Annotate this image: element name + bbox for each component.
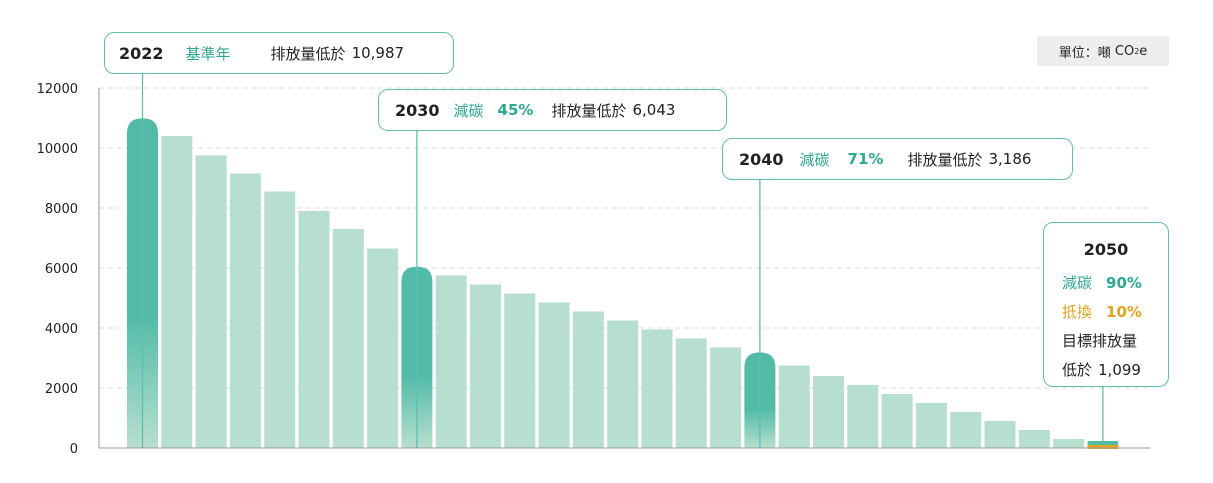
callout-target-line1: 目標排放量 bbox=[1062, 332, 1138, 350]
y-tick-label: 12000 bbox=[37, 82, 78, 97]
callout-text: 排放量低於 bbox=[270, 44, 346, 63]
callout-2022: 2022 基準年 排放量低於 10,987 bbox=[104, 32, 454, 74]
bar-2043 bbox=[847, 385, 879, 448]
bar-2025 bbox=[229, 173, 261, 448]
bar-2044 bbox=[881, 394, 913, 448]
y-axis-ticks: 0 2000 4000 6000 8000 10000 12000 bbox=[37, 82, 78, 457]
bar-2050-reduce bbox=[1087, 441, 1119, 445]
bar-2027 bbox=[298, 211, 330, 448]
bars bbox=[127, 118, 1119, 449]
bar-2048 bbox=[1018, 430, 1050, 448]
callout-target-line2: 低於 bbox=[1062, 361, 1093, 379]
y-tick-label: 10000 bbox=[37, 142, 78, 157]
bar-2024 bbox=[195, 155, 227, 448]
bar-2036 bbox=[607, 320, 639, 448]
callout-reduce-pct: 71% bbox=[847, 150, 884, 168]
callout-reduce-pct: 45% bbox=[497, 101, 534, 119]
y-tick-label: 8000 bbox=[45, 202, 78, 217]
bar-2033 bbox=[504, 293, 536, 448]
callout-value: 3,186 bbox=[988, 150, 1032, 168]
bar-2028 bbox=[332, 229, 364, 448]
callout-reduce-pct: 90% bbox=[1106, 273, 1142, 292]
callout-baseline-tag: 基準年 bbox=[185, 44, 231, 63]
bar-2038 bbox=[675, 338, 707, 448]
callout-2050: 2050 減碳 90% 抵換 10% 目標排放量 低於 1,099 bbox=[1043, 222, 1169, 387]
bar-2037 bbox=[641, 329, 673, 448]
y-tick-label: 4000 bbox=[45, 322, 78, 337]
bar-2032 bbox=[470, 284, 501, 448]
callout-year: 2030 bbox=[395, 100, 440, 120]
bar-2047 bbox=[984, 421, 1016, 448]
unit-label: 單位：噸 CO 2 e bbox=[1037, 36, 1169, 66]
bar-2031 bbox=[435, 275, 467, 448]
callout-reduce-label: 減碳 bbox=[799, 150, 830, 169]
callout-text: 排放量低於 bbox=[907, 150, 983, 169]
bar-2029 bbox=[367, 248, 399, 448]
bar-2035 bbox=[572, 311, 604, 448]
bar-2046 bbox=[950, 412, 982, 448]
callout-value: 1,099 bbox=[1098, 360, 1141, 379]
bar-2049 bbox=[1053, 439, 1085, 448]
bar-2045 bbox=[915, 403, 947, 448]
callout-reduce-label: 減碳 bbox=[1062, 274, 1093, 292]
callout-leader-lines bbox=[141, 74, 1104, 448]
callout-year: 2022 bbox=[119, 43, 164, 63]
bar-2023 bbox=[161, 136, 193, 448]
callout-2040: 2040 減碳 71% 排放量低於 3,186 bbox=[722, 138, 1073, 180]
callout-value: 6,043 bbox=[632, 101, 676, 119]
callout-offset-pct: 10% bbox=[1106, 302, 1142, 321]
callout-year: 2040 bbox=[739, 149, 784, 169]
bar-2039 bbox=[710, 347, 742, 448]
bar-2034 bbox=[538, 302, 570, 448]
y-tick-label: 6000 bbox=[45, 262, 78, 277]
callout-year: 2050 bbox=[1083, 240, 1129, 259]
bar-2041 bbox=[778, 365, 810, 448]
callout-reduce-label: 減碳 bbox=[453, 101, 484, 120]
callout-offset-label: 抵換 bbox=[1062, 303, 1093, 321]
bar-2026 bbox=[264, 191, 296, 448]
y-tick-label: 2000 bbox=[45, 382, 78, 397]
callout-text: 排放量低於 bbox=[551, 101, 627, 120]
callout-value: 10,987 bbox=[351, 44, 405, 62]
bar-2050-offset bbox=[1087, 445, 1119, 449]
bar-2042 bbox=[813, 376, 844, 448]
callout-2030: 2030 減碳 45% 排放量低於 6,043 bbox=[378, 89, 727, 131]
y-tick-label: 0 bbox=[70, 442, 78, 457]
